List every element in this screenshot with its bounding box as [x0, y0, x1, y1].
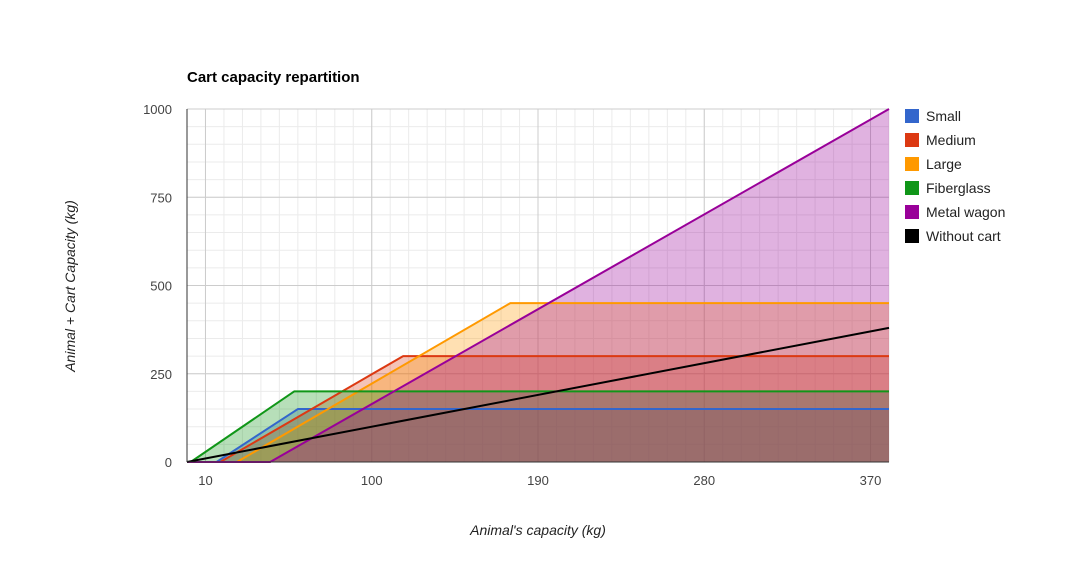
y-axis-title: Animal + Cart Capacity (kg) [62, 200, 78, 373]
series-area [187, 409, 889, 462]
legend-label: Fiberglass [926, 180, 991, 196]
y-tick-label: 0 [165, 455, 172, 470]
legend-label: Metal wagon [926, 204, 1005, 220]
legend-label: Small [926, 108, 961, 124]
legend-label: Medium [926, 132, 976, 148]
x-tick-label: 370 [860, 473, 882, 488]
x-tick-label: 280 [693, 473, 715, 488]
legend-swatch [905, 205, 919, 219]
x-axis-title: Animal's capacity (kg) [469, 522, 606, 538]
x-tick-label: 10 [198, 473, 212, 488]
legend-swatch [905, 109, 919, 123]
x-tick-label: 100 [361, 473, 383, 488]
legend-label: Large [926, 156, 962, 172]
legend-swatch [905, 229, 919, 243]
series-line [186, 326, 890, 463]
axes [186, 109, 889, 463]
series-area [187, 303, 889, 462]
y-tick-label: 1000 [143, 102, 172, 117]
legend-swatch [905, 181, 919, 195]
y-tick-label: 250 [150, 367, 172, 382]
legend-label: Without cart [926, 228, 1001, 244]
tick-labels: 10 100 190 280 370 0 250 500 750 1000 [143, 102, 881, 488]
x-tick-label: 190 [527, 473, 549, 488]
legend-swatch [905, 157, 919, 171]
chart-title: Cart capacity repartition [187, 69, 360, 86]
series-area [187, 109, 889, 462]
legend: Small Medium Large Fiberglass Metal wagon Wit… [905, 108, 1005, 244]
y-tick-label: 500 [150, 279, 172, 294]
y-tick-label: 750 [150, 190, 172, 205]
legend-swatch [905, 133, 919, 147]
